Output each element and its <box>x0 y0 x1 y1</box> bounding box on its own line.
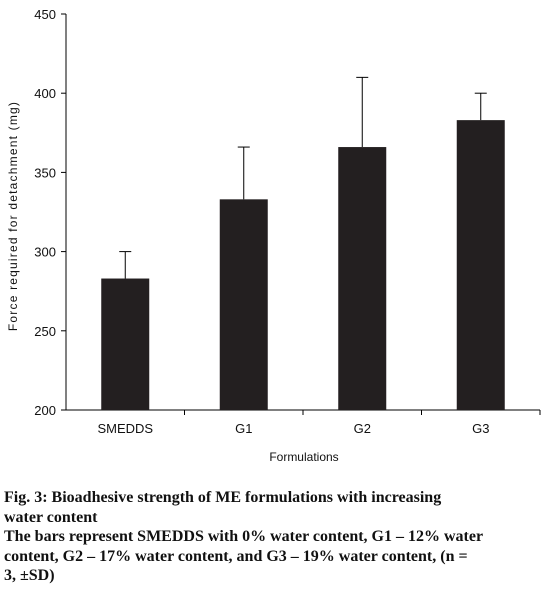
x-tick-label: G3 <box>472 421 489 436</box>
caption-description-line-1: The bars represent SMEDDS with 0% water … <box>4 528 484 545</box>
y-tick-label: 400 <box>34 86 56 101</box>
x-axis-label: Formulations <box>269 450 338 464</box>
y-tick-label: 450 <box>34 7 56 22</box>
y-tick-label: 200 <box>34 403 56 418</box>
bar <box>338 147 387 410</box>
plot-area: 200 250 300 350 400 450 SMEDDS G1 G2 G3 <box>34 7 541 436</box>
y-tick-label: 250 <box>34 324 56 339</box>
bar <box>219 199 268 410</box>
x-tick-label: G1 <box>235 421 252 436</box>
x-tick-label: G2 <box>354 421 371 436</box>
caption-title-line-2: water content <box>4 508 98 526</box>
x-tick-label: SMEDDS <box>97 421 153 436</box>
chart-canvas: 200 250 300 350 400 450 SMEDDS G1 G2 G3 Force req… <box>6 7 541 464</box>
caption-description-line-3: 3, ±SD) <box>4 567 55 584</box>
y-axis-label: Force required for detachment (mg) <box>6 101 20 331</box>
caption-title-line-1: Fig. 3: Bioadhesive strength of ME formu… <box>4 489 442 506</box>
bar <box>101 278 150 410</box>
caption-description-line-2: content, G2 – 17% water content, and G3 … <box>4 547 468 565</box>
bar <box>456 120 505 411</box>
figure-caption: Fig. 3: Bioadhesive strength of ME formu… <box>4 488 556 586</box>
y-tick-label: 350 <box>34 165 56 180</box>
bar-chart: 200 250 300 350 400 450 SMEDDS G1 G2 G3 Force req… <box>6 7 541 464</box>
y-tick-label: 300 <box>34 245 56 260</box>
